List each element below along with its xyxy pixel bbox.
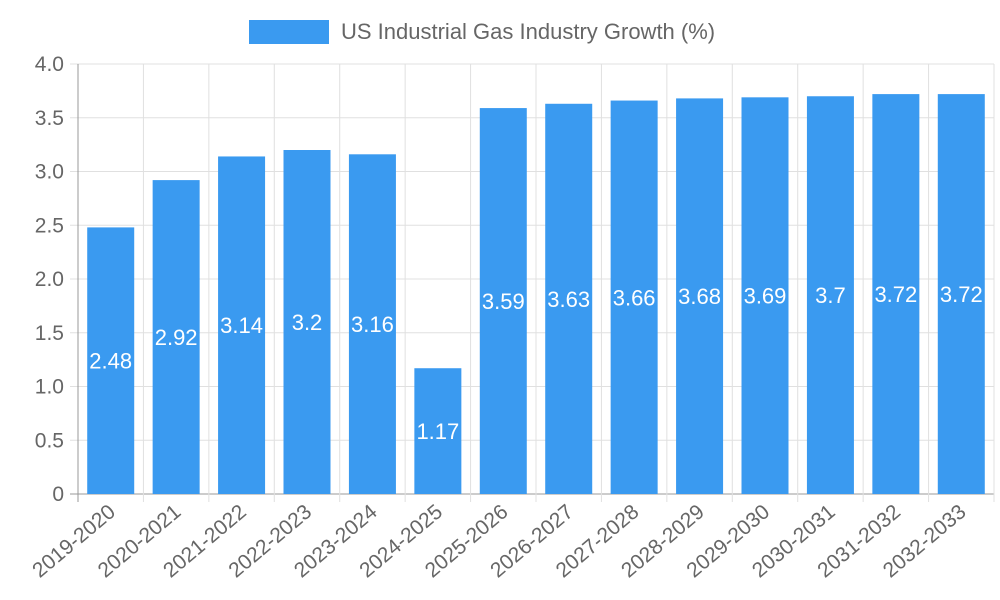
legend-swatch [249,20,329,44]
data-label: 3.63 [547,287,590,312]
y-tick-label: 4.0 [35,53,64,76]
bar [152,180,200,494]
bar [676,98,724,495]
y-tick-label: 3.0 [35,161,64,184]
data-label: 3.66 [613,285,656,310]
bar [937,94,985,494]
y-tick-label: 2.0 [35,268,64,291]
legend-label: US Industrial Gas Industry Growth (%) [341,19,716,44]
data-label: 3.59 [482,289,525,314]
bar [872,94,920,494]
data-label: 3.72 [874,282,917,307]
bar [87,227,135,494]
y-tick-label: 3.5 [35,107,64,130]
bar [348,154,396,495]
data-label: 2.92 [155,325,198,350]
data-label: 3.69 [744,284,787,309]
y-tick-label: 1.5 [35,322,64,345]
y-tick-label: 1.0 [35,376,64,399]
data-label: 2.48 [89,349,132,374]
y-tick-label: 0 [52,483,64,506]
data-label: 1.17 [416,419,459,444]
data-label: 3.2 [292,310,323,335]
bar [218,156,266,494]
bar [806,96,854,494]
bar [545,103,593,495]
data-label: 3.68 [678,284,721,309]
bar [414,368,462,494]
y-tick-label: 0.5 [35,429,64,452]
bar [479,108,527,494]
chart-legend[interactable]: US Industrial Gas Industry Growth (%) [249,19,715,45]
data-label: 3.7 [815,283,846,308]
bar [283,150,331,494]
data-label: 3.16 [351,312,394,337]
bar [610,100,658,495]
y-tick-label: 2.5 [35,214,64,237]
data-label: 3.72 [940,282,983,307]
bar [741,97,789,494]
data-label: 3.14 [220,313,263,338]
